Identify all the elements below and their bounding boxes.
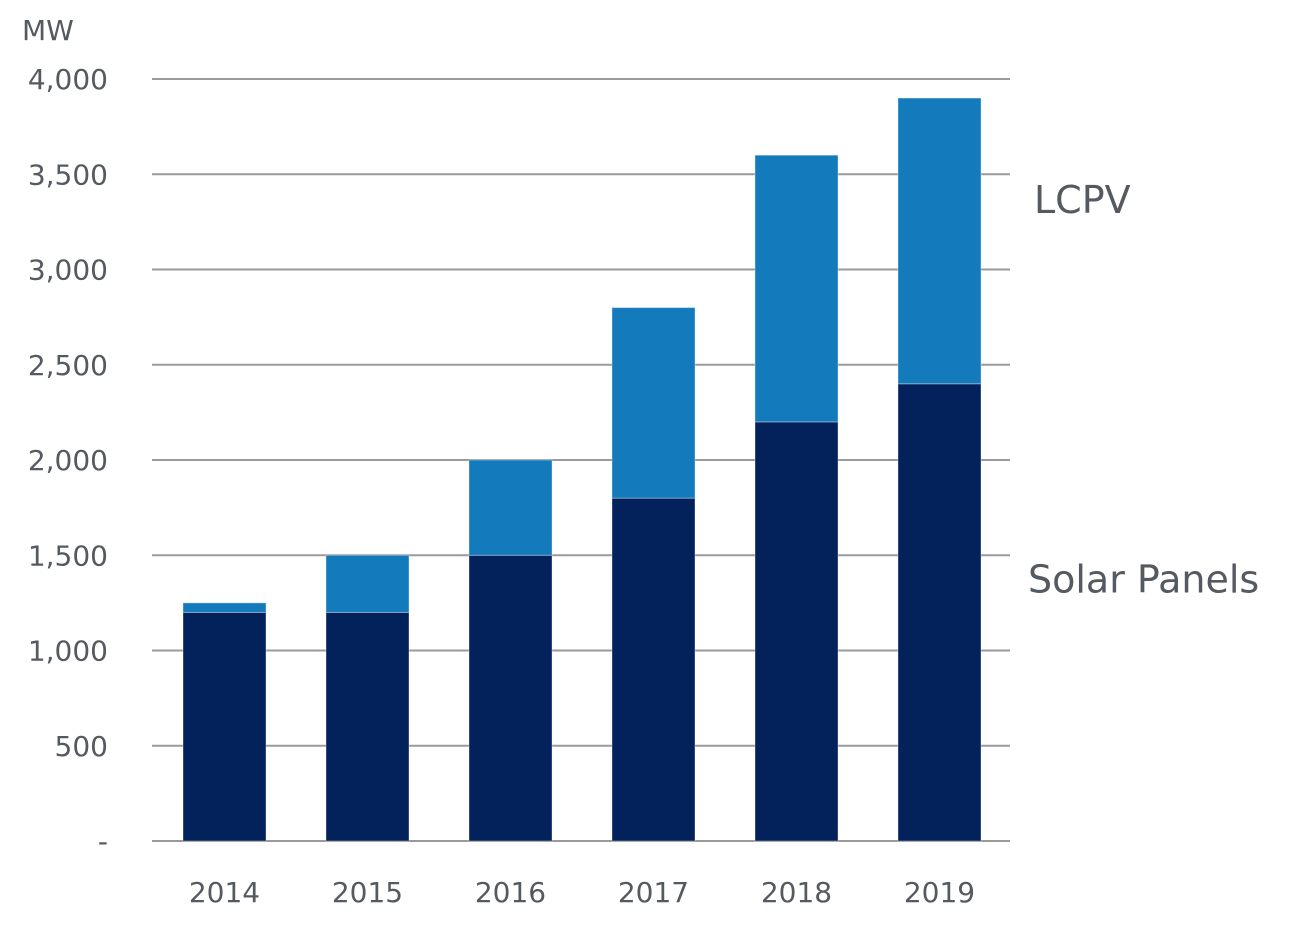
y-tick-label: 2,500	[28, 349, 108, 382]
x-tick-label: 2017	[618, 876, 689, 909]
y-tick-label: 3,000	[28, 254, 108, 287]
bar-solar-panels-2014	[182, 611, 267, 842]
bar-lcpv-2016	[468, 459, 553, 556]
bar-solar-panels-2018	[754, 421, 839, 842]
bar-lcpv-2017	[611, 307, 696, 499]
y-tick-label: 3,500	[28, 158, 108, 191]
gridlines	[152, 78, 1010, 842]
bars	[182, 97, 982, 842]
bar-solar-panels-2017	[611, 497, 696, 842]
bar-lcpv-2019	[897, 97, 982, 385]
x-tick-label: 2016	[475, 876, 546, 909]
x-tick-label: 2014	[189, 876, 260, 909]
y-tick-label: 2,000	[28, 444, 108, 477]
series-label-lcpv: LCPV	[1034, 178, 1131, 222]
y-tick-label: 4,000	[28, 63, 108, 96]
y-axis-unit-label: MW	[22, 14, 74, 47]
y-axis-tick-labels: - 500 1,000 1,500 2,000 2,500 3,000 3,500 4,000	[28, 63, 108, 858]
y-tick-label: 1,500	[28, 539, 108, 572]
y-tick-label: -	[98, 825, 108, 858]
x-tick-label: 2018	[761, 876, 832, 909]
x-tick-label: 2015	[332, 876, 403, 909]
series-label-solar-panels: Solar Panels	[1028, 557, 1259, 601]
bar-lcpv-2015	[325, 554, 410, 613]
bar-lcpv-2014	[182, 602, 267, 613]
y-tick-label: 500	[55, 730, 108, 763]
x-axis-tick-labels: 2014 2015 2016 2017 2018 2019	[189, 876, 975, 909]
series-labels: Solar Panels LCPV	[1028, 178, 1259, 601]
bar-lcpv-2018	[754, 154, 839, 423]
bar-solar-panels-2016	[468, 554, 553, 842]
y-tick-label: 1,000	[28, 635, 108, 668]
x-tick-label: 2019	[904, 876, 975, 909]
bar-solar-panels-2019	[897, 383, 982, 842]
bar-solar-panels-2015	[325, 611, 410, 842]
